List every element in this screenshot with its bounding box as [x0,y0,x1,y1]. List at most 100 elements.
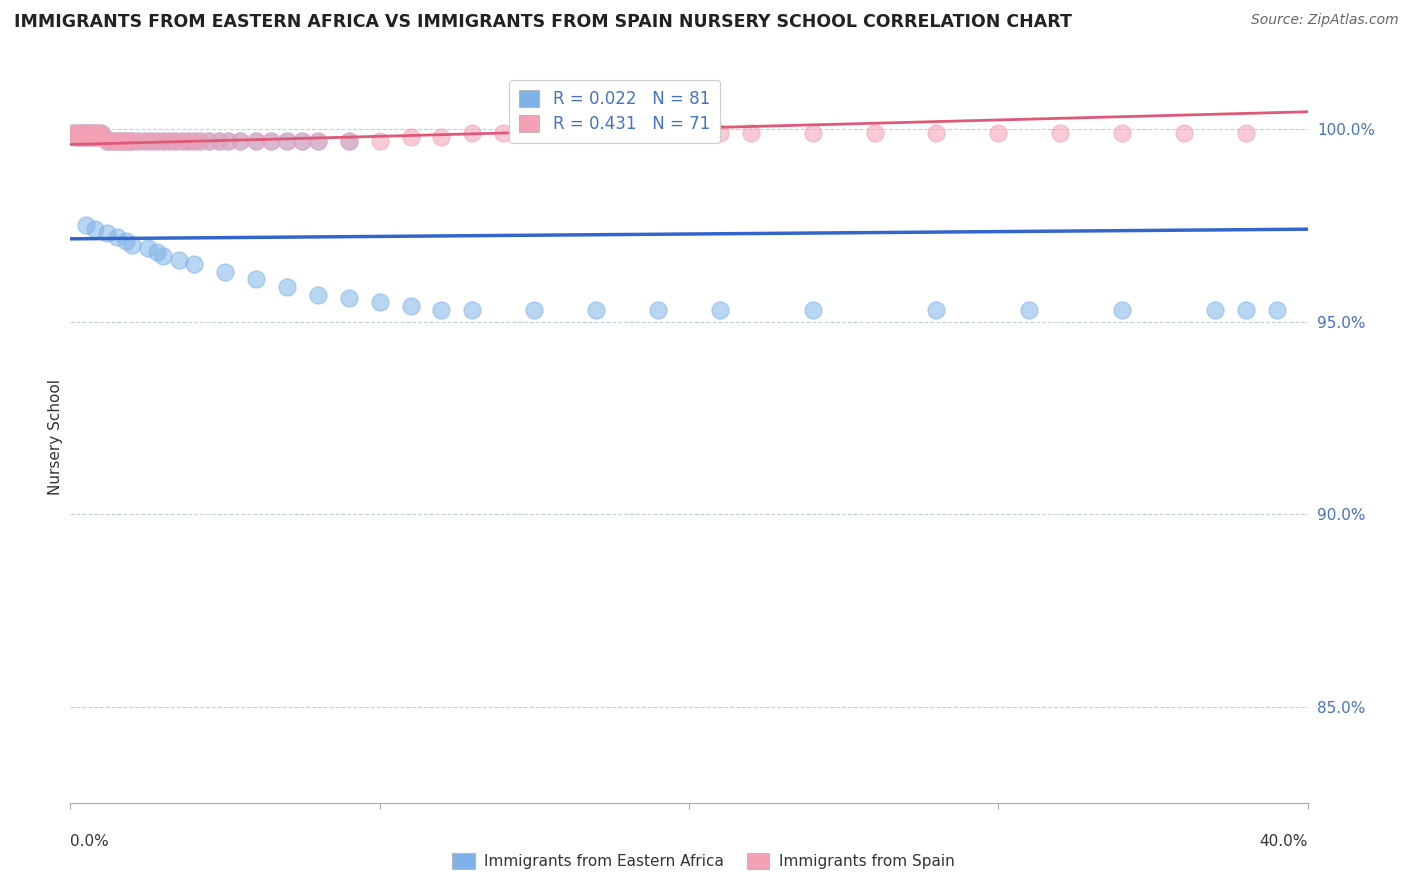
Point [69,126,91,140]
Point [170,134,193,148]
Point [115,134,138,148]
Point [127,134,149,148]
Point [62,126,84,140]
Point [167,252,190,267]
Point [87,126,110,140]
Point [77,129,100,144]
Point [647,303,669,318]
Point [1111,126,1133,140]
Point [585,303,607,318]
Point [65,126,87,140]
Point [709,126,731,140]
Point [69,126,91,140]
Point [146,134,169,148]
Point [127,134,149,148]
Point [103,134,125,148]
Point [84,126,107,140]
Point [90,129,112,144]
Point [337,134,360,148]
Point [75,129,97,144]
Point [90,126,112,140]
Point [616,126,638,140]
Point [245,134,267,148]
Point [554,126,576,140]
Point [80,126,103,140]
Point [217,134,239,148]
Point [152,134,174,148]
Point [75,129,97,144]
Point [105,230,128,244]
Point [77,126,100,140]
Point [276,280,298,294]
Legend: R = 0.022   N = 81, R = 0.431   N = 71: R = 0.022 N = 81, R = 0.431 N = 71 [509,79,720,143]
Point [100,134,122,148]
Point [72,129,94,144]
Point [229,134,252,148]
Point [276,134,298,148]
Point [188,134,211,148]
Text: Source: ZipAtlas.com: Source: ZipAtlas.com [1251,13,1399,28]
Point [430,303,453,318]
Point [157,134,180,148]
Point [80,129,103,144]
Point [80,129,103,144]
Point [276,134,298,148]
Point [108,134,131,148]
Point [136,242,159,256]
Point [368,295,391,310]
Point [62,126,84,140]
Point [152,249,174,263]
Point [1234,126,1257,140]
Point [430,129,453,144]
Point [399,299,422,313]
Point [461,126,484,140]
Point [177,134,200,148]
Point [198,134,221,148]
Point [165,134,187,148]
Point [134,134,156,148]
Point [647,126,669,140]
Point [245,134,267,148]
Point [214,264,236,278]
Point [111,134,134,148]
Point [105,134,128,148]
Point [72,126,94,140]
Text: 40.0%: 40.0% [1260,834,1308,848]
Point [69,129,91,144]
Point [111,134,134,148]
Point [987,126,1010,140]
Point [1265,303,1288,318]
Point [87,129,110,144]
Point [77,126,100,140]
Point [100,134,122,148]
Point [69,129,91,144]
Point [260,134,283,148]
Point [188,134,211,148]
Point [170,134,193,148]
Point [307,134,329,148]
Point [678,126,700,140]
Point [925,303,948,318]
Point [90,129,112,144]
Point [863,126,886,140]
Y-axis label: Nursery School: Nursery School [48,379,63,495]
Point [801,126,824,140]
Point [118,134,141,148]
Point [337,134,360,148]
Point [198,134,221,148]
Point [1049,126,1071,140]
Point [1204,303,1226,318]
Point [84,222,107,236]
Point [801,303,824,318]
Text: 0.0%: 0.0% [70,834,110,848]
Point [183,257,205,271]
Point [84,129,107,144]
Point [260,134,283,148]
Legend: Immigrants from Eastern Africa, Immigrants from Spain: Immigrants from Eastern Africa, Immigran… [446,847,960,875]
Point [115,234,138,248]
Point [157,134,180,148]
Point [307,134,329,148]
Point [96,134,118,148]
Point [96,226,118,240]
Point [65,129,87,144]
